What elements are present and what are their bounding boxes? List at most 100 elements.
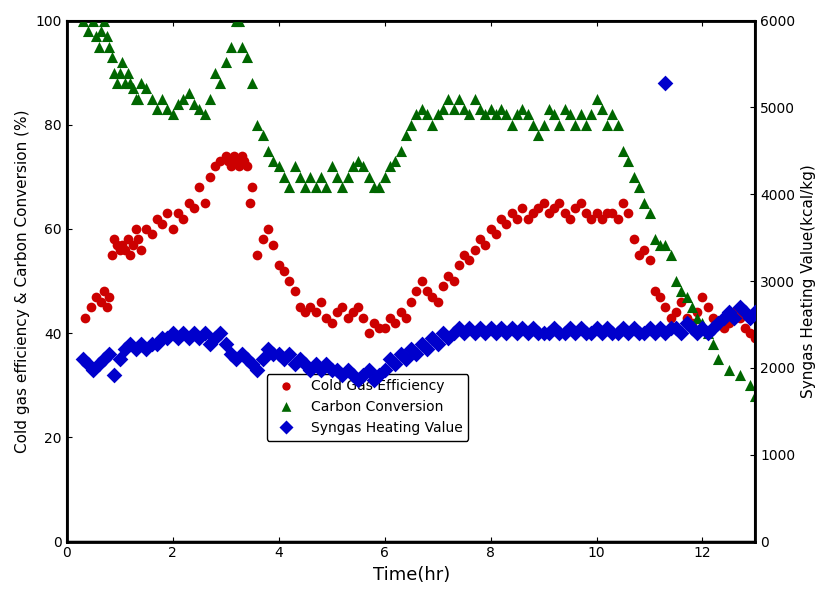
Point xyxy=(352,302,365,312)
Point xyxy=(675,297,688,307)
Point xyxy=(256,131,269,140)
Point xyxy=(92,42,106,52)
Point xyxy=(79,313,92,322)
Point xyxy=(182,334,195,343)
Point xyxy=(568,203,582,213)
Point xyxy=(367,318,381,328)
Point xyxy=(235,42,248,52)
Point xyxy=(309,359,322,369)
Point xyxy=(86,16,100,25)
Point xyxy=(548,203,561,213)
Point xyxy=(320,359,333,369)
Point xyxy=(89,31,102,41)
Point xyxy=(155,94,169,104)
Point xyxy=(722,365,735,374)
Point xyxy=(102,292,116,301)
Point xyxy=(563,110,577,119)
Point xyxy=(140,224,153,234)
Point xyxy=(643,208,656,218)
Point xyxy=(489,229,503,239)
Point xyxy=(97,287,111,297)
Point xyxy=(330,307,343,317)
Point xyxy=(584,214,597,223)
Point xyxy=(389,156,402,166)
Point xyxy=(738,323,751,332)
Point xyxy=(632,328,646,338)
Point xyxy=(680,292,693,301)
Point xyxy=(347,307,360,317)
Point xyxy=(106,250,119,260)
Point xyxy=(415,104,428,114)
Point xyxy=(209,334,222,343)
Point xyxy=(118,245,131,255)
Point xyxy=(664,250,677,260)
Point xyxy=(521,110,534,119)
Point xyxy=(203,339,216,349)
Point xyxy=(542,328,555,338)
Point xyxy=(256,235,269,244)
Point xyxy=(283,183,296,192)
Point xyxy=(510,110,524,119)
Point xyxy=(452,261,465,270)
X-axis label: Time(hr): Time(hr) xyxy=(372,566,450,584)
Point xyxy=(121,235,135,244)
Point xyxy=(198,198,211,208)
Point xyxy=(457,250,470,260)
Point xyxy=(251,120,264,129)
Point xyxy=(611,214,624,223)
Point xyxy=(659,302,672,312)
Point xyxy=(436,328,450,338)
Point xyxy=(510,328,524,338)
Point xyxy=(288,287,301,297)
Point xyxy=(617,146,630,156)
Point xyxy=(479,110,492,119)
Point xyxy=(584,110,597,119)
Point xyxy=(233,16,246,25)
Point xyxy=(691,328,704,338)
Point xyxy=(304,365,317,374)
Point xyxy=(278,355,291,364)
Point xyxy=(389,318,402,328)
Point xyxy=(659,78,672,88)
Point xyxy=(637,245,651,255)
Point xyxy=(309,307,322,317)
Point xyxy=(325,365,338,374)
Point xyxy=(245,359,258,369)
Point xyxy=(262,344,275,353)
Point xyxy=(489,110,503,119)
Point xyxy=(243,198,256,208)
Y-axis label: Cold gas efficiency & Carbon Conversion (%): Cold gas efficiency & Carbon Conversion … xyxy=(15,109,30,453)
Point xyxy=(468,245,481,255)
Point xyxy=(595,328,608,338)
Point xyxy=(84,302,97,312)
Point xyxy=(394,349,407,359)
Point xyxy=(548,323,561,332)
Point xyxy=(622,156,635,166)
Point xyxy=(653,323,666,332)
Point xyxy=(479,328,492,338)
Point xyxy=(733,370,746,380)
Point xyxy=(372,183,386,192)
Point xyxy=(336,183,349,192)
Point xyxy=(526,208,539,218)
Point xyxy=(378,172,391,181)
Point xyxy=(116,240,129,249)
Point xyxy=(532,131,545,140)
Point xyxy=(362,365,376,374)
Point xyxy=(590,208,603,218)
Point xyxy=(336,370,349,380)
Point xyxy=(118,78,131,88)
Point xyxy=(648,287,661,297)
Point xyxy=(405,297,418,307)
Point xyxy=(113,245,126,255)
Point xyxy=(76,16,89,25)
Point xyxy=(738,307,751,317)
Point xyxy=(701,328,715,338)
Point xyxy=(601,120,614,129)
Point xyxy=(124,250,137,260)
Point xyxy=(116,58,129,67)
Point xyxy=(415,276,428,286)
Point xyxy=(95,297,108,307)
Point xyxy=(484,323,497,332)
Point xyxy=(203,172,216,181)
